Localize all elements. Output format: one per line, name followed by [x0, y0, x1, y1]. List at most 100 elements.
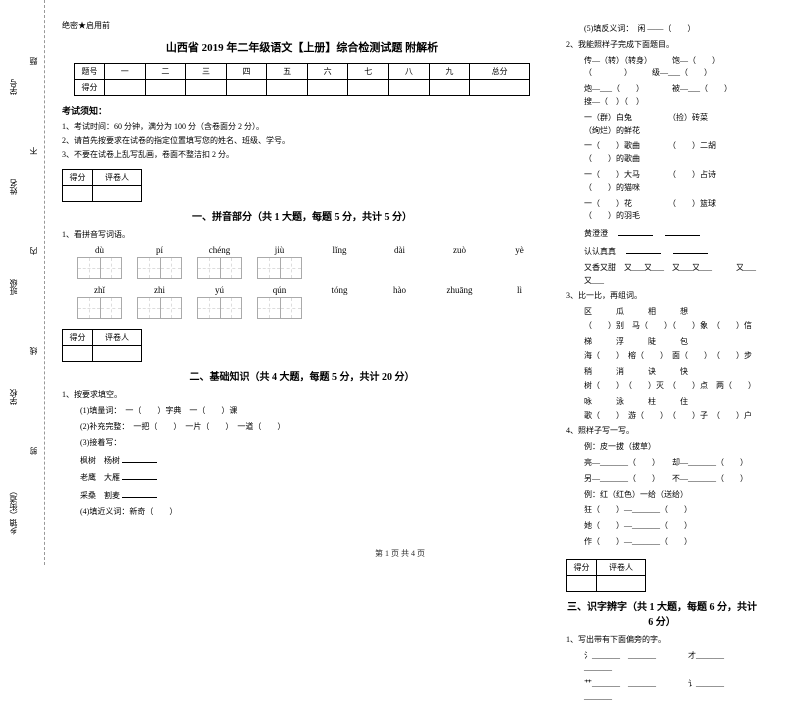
th-3: 三: [186, 64, 227, 80]
page-footer: 第 1 页 共 4 页: [0, 548, 800, 559]
r-r2: 炮—___（ ） 被—___（ ） 搜—（ ）（ ）: [566, 83, 758, 109]
r-e2: 亮—_______（ ） 却—_______（ ）: [566, 457, 758, 470]
section-3-title: 三、识字辨字（共 1 大题，每题 6 分，共计 6 分）: [566, 598, 758, 628]
py-0: dù: [77, 245, 122, 255]
margin-township: 乡镇（街道）: [8, 487, 19, 535]
r-r3: 一（群）白兔 （捡）砖菜 （绚烂）的鲜花: [566, 112, 758, 138]
py2-4: tóng: [317, 285, 362, 295]
notice-3: 3、不要在试卷上乱写乱画，卷面不整洁扣 2 分。: [62, 149, 542, 160]
notice-1: 1、考试时间：60 分钟，满分为 100 分（含卷面分 2 分）。: [62, 121, 542, 132]
r-r7: 黄澄澄: [566, 226, 758, 241]
r-r5: 一（ ）大马 （ ）占诗 （ ）的猫咪: [566, 169, 758, 195]
r-q3: 3、比一比，再组词。: [566, 290, 758, 303]
r-r9: 又香又甜 又___又___ 又___又___ 又___又___: [566, 262, 758, 288]
margin-cut1: 剪: [28, 447, 39, 455]
sc-1[interactable]: [105, 80, 146, 96]
th-2: 二: [145, 64, 186, 80]
section-1-title: 一、拼音部分（共 1 大题，每题 5 分，共计 5 分）: [62, 208, 542, 223]
th-num: 题号: [75, 64, 105, 80]
th-1: 一: [105, 64, 146, 80]
margin-school: 学校: [8, 389, 19, 405]
gb2-sv[interactable]: [63, 346, 93, 362]
gb2-gv[interactable]: [93, 346, 142, 362]
grader-box-2: 得分评卷人: [62, 329, 142, 362]
margin-cut4: 不: [28, 147, 39, 155]
sc-8[interactable]: [389, 80, 430, 96]
grader-box-1: 得分评卷人: [62, 169, 142, 202]
gb3-sv[interactable]: [567, 575, 597, 591]
py2-1: zhi: [137, 285, 182, 295]
py2-5: hào: [377, 285, 422, 295]
sc-3[interactable]: [186, 80, 227, 96]
r-c3: 梯 浮 陡 包: [584, 336, 758, 347]
grader-box-3: 得分评卷人: [566, 559, 646, 592]
sc-5[interactable]: [267, 80, 308, 96]
th-4: 四: [226, 64, 267, 80]
r-e7: 作（ ）—_______（ ）: [566, 536, 758, 549]
char-grid-2[interactable]: [77, 297, 542, 319]
char-grid-1[interactable]: [77, 257, 542, 279]
sc-9[interactable]: [429, 80, 470, 96]
score-table: 题号 一 二 三 四 五 六 七 八 九 总分 得分: [74, 63, 530, 96]
section-2-title: 二、基础知识（共 4 大题，每题 5 分，共计 20 分）: [62, 368, 542, 383]
py-7: yè: [497, 245, 542, 255]
r-i5: (5)填反义词： 闲 ——（ ）: [566, 23, 758, 36]
sc-7[interactable]: [348, 80, 389, 96]
th-total: 总分: [470, 64, 530, 80]
gb-score: 得分: [63, 169, 93, 185]
r-e5: 狂（ ）—_______（ ）: [566, 504, 758, 517]
r-r1: 传—（转）（转身） 饱—（ ）（ ） 级—___（ ）: [566, 55, 758, 81]
margin-cut5: 题: [28, 57, 39, 65]
py-6: zuò: [437, 245, 482, 255]
gb3-s: 得分: [567, 559, 597, 575]
s2-i3b: 老鹰 大雁: [62, 470, 542, 485]
gb-s-v[interactable]: [63, 185, 93, 201]
r-q4: 4、照样子写一写。: [566, 425, 758, 438]
pinyin-row-1: dùpíchéngjiùlǐngdàizuòyè: [77, 245, 542, 255]
td-score: 得分: [75, 80, 105, 96]
gb3-g: 评卷人: [597, 559, 646, 575]
py-2: chéng: [197, 245, 242, 255]
s1-q1: 1、看拼音写词语。: [62, 229, 542, 242]
gb-g-v[interactable]: [93, 185, 142, 201]
s2-i1: (1)填量词： 一（ ）字典 一（ ）课: [62, 405, 542, 418]
r-e6: 她（ ）—_______（ ）: [566, 520, 758, 533]
r-e4: 例：红（红色）一给（送给）: [566, 489, 758, 502]
py2-3: qún: [257, 285, 302, 295]
py-5: dài: [377, 245, 422, 255]
th-9: 九: [429, 64, 470, 80]
s2-i4: (4)填近义词：新奇（ ）: [62, 506, 542, 519]
gb3-gv[interactable]: [597, 575, 646, 591]
py-3: jiù: [257, 245, 302, 255]
r-r6: 一（ ）花 （ ）篮球 （ ）的羽毛: [566, 198, 758, 224]
r-c4: 海（ ） 榕（ ） 面（ ） （ ）步: [566, 350, 758, 363]
sc-4[interactable]: [226, 80, 267, 96]
s3-q1: 1、写出带有下面偏旁的字。: [566, 634, 758, 647]
sc-6[interactable]: [307, 80, 348, 96]
r-c1: 区 瓜 相 想: [584, 306, 758, 317]
sc-t[interactable]: [470, 80, 530, 96]
th-5: 五: [267, 64, 308, 80]
s2-i3: (3)接着写：: [62, 437, 542, 450]
s3-r1: 氵_______ _______ 才_______ _______: [566, 650, 758, 676]
margin-id: 学号: [8, 79, 19, 95]
margin-name: 姓名: [8, 179, 19, 195]
gb2-s: 得分: [63, 330, 93, 346]
th-7: 七: [348, 64, 389, 80]
r-e3: 另—_______（ ） 不—_______（ ）: [566, 473, 758, 486]
r-c5: 稍 消 诀 快: [584, 366, 758, 377]
margin-class: 班级: [8, 279, 19, 295]
notice-2: 2、请首先按要求在试卷的指定位置填写您的姓名、班级、学号。: [62, 135, 542, 146]
r-c8: 歌（ ） 游（ ） （ ）子 （ ）户: [566, 410, 758, 423]
margin-cut2: 线: [28, 347, 39, 355]
s2-i3c: 采桑 割麦: [62, 488, 542, 503]
s2-i3a: 枫树 杨树: [62, 453, 542, 468]
pinyin-row-2: zhǐzhiyúqúntónghàozhuānglì: [77, 285, 542, 295]
sc-2[interactable]: [145, 80, 186, 96]
secret-label: 绝密★启用前: [62, 20, 542, 31]
py2-6: zhuāng: [437, 285, 482, 295]
th-6: 六: [307, 64, 348, 80]
r-c7: 咏 泳 柱 住: [584, 396, 758, 407]
s2-q1: 1、按要求填空。: [62, 389, 542, 402]
th-8: 八: [389, 64, 430, 80]
